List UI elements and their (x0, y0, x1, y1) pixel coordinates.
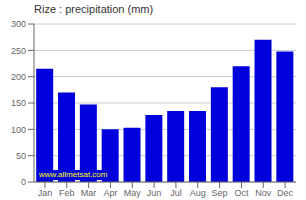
svg-text:250: 250 (11, 46, 26, 56)
svg-text:Jan: Jan (38, 188, 53, 198)
svg-text:Apr: Apr (103, 188, 117, 198)
svg-text:Sep: Sep (212, 188, 228, 198)
svg-text:300: 300 (11, 19, 26, 29)
svg-text:100: 100 (11, 125, 26, 135)
html-text:www.allmetsat.com: www.allmetsat.com (39, 170, 108, 179)
svg-text:Oct: Oct (234, 188, 249, 198)
svg-text:Jul: Jul (170, 188, 182, 198)
svg-text:Mar: Mar (81, 188, 97, 198)
svg-text:Feb: Feb (59, 188, 75, 198)
svg-text:0: 0 (21, 177, 26, 187)
svg-text:150: 150 (11, 98, 26, 108)
svg-text:200: 200 (11, 72, 26, 82)
svg-text:50: 50 (16, 151, 26, 161)
svg-text:May: May (124, 188, 142, 198)
svg-text:Jun: Jun (147, 188, 162, 198)
svg-text:Aug: Aug (190, 188, 206, 198)
svg-text:Nov: Nov (255, 188, 272, 198)
html-text:Rize : precipitation (mm): Rize : precipitation (mm) (34, 3, 154, 15)
svg-text:Dec: Dec (277, 188, 294, 198)
